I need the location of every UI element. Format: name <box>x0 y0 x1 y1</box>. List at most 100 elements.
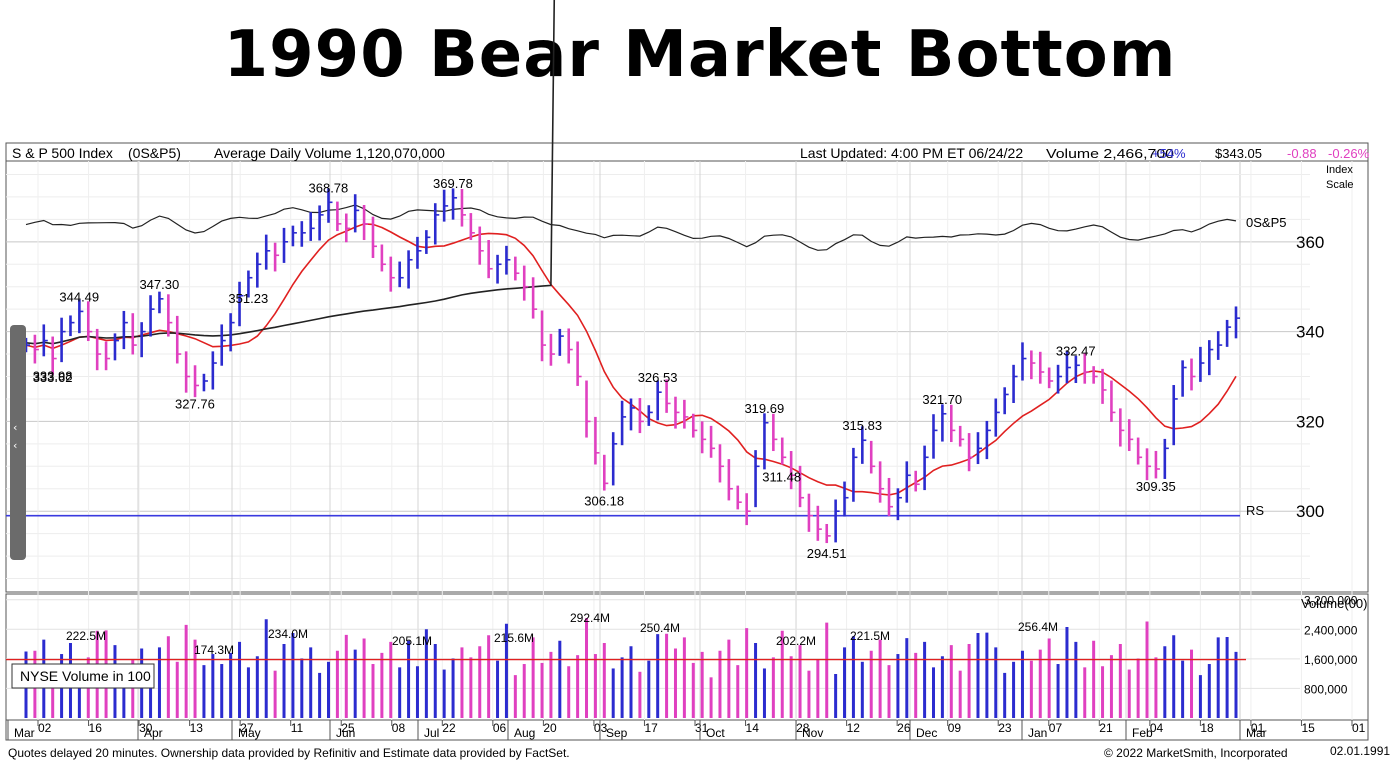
month-label: Oct <box>706 726 725 740</box>
price-annotation: 368.78 <box>309 180 349 195</box>
date-tick-label: 03 <box>594 721 608 735</box>
date-tick-label: 01 <box>1251 721 1265 735</box>
month-label: Mar <box>14 726 35 740</box>
price-grid <box>6 161 1353 720</box>
date-tick-label: 28 <box>796 721 810 735</box>
volume-annotation: 215.6M <box>494 631 534 645</box>
price-annotation: 332.47 <box>1056 343 1096 358</box>
date-tick-label: 06 <box>493 721 507 735</box>
date-tick-label: 04 <box>1150 721 1164 735</box>
price-annotation: 326.53 <box>638 370 678 385</box>
month-label: Feb <box>1132 726 1153 740</box>
price-annotation: 369.78 <box>433 176 473 191</box>
month-label: Jun <box>336 726 355 740</box>
date-tick-label: 14 <box>746 721 760 735</box>
volume-panel-frame <box>5 593 1369 721</box>
price-annotation: 311.48 <box>762 470 801 485</box>
avg-daily-volume: Average Daily Volume 1,120,070,000 <box>214 145 445 161</box>
date-tick-label: 21 <box>1099 721 1113 735</box>
header-change: -0.88 <box>1287 146 1317 161</box>
date-tick-label: 17 <box>644 721 658 735</box>
month-label: Jan <box>1028 726 1047 740</box>
date-tick-label: 27 <box>240 721 254 735</box>
volume-tick-label: 2,400,000 <box>1304 623 1358 637</box>
index-line <box>25 204 1237 251</box>
volume-tick-label: 1,600,000 <box>1304 653 1358 667</box>
price-annotation: 306.18 <box>584 493 624 508</box>
header-volume: Volume 2,466,700 <box>1046 146 1174 161</box>
footer-copyright: © 2022 MarketSmith, Incorporated <box>1104 746 1288 760</box>
symbol-name: S & P 500 Index <box>12 145 113 161</box>
header-change-pct: -0.26% <box>1328 146 1370 161</box>
price-annotation: 344.49 <box>59 289 99 304</box>
symbol-ticker: (0S&P5) <box>128 145 181 161</box>
price-annotation: 351.23 <box>228 291 268 306</box>
date-tick-label: 30 <box>139 721 153 735</box>
price-annotation: 333.62 <box>33 370 73 385</box>
date-tick-label: 18 <box>1200 721 1214 735</box>
volume-annotation: 292.4M <box>570 611 610 625</box>
date-axis: 02 16 30 13 27 11 25 08 22 06 20 03 17 31 14 28 12 26 09 23… <box>7 720 1366 740</box>
chevron-left-icon: ‹ <box>13 439 18 452</box>
index-series-label: 0S&P5 <box>1246 215 1286 230</box>
date-tick-label: 02 <box>38 721 52 735</box>
volume-legend: NYSE Volume in 100 <box>20 668 151 684</box>
price-tick-label: 300 <box>1296 502 1324 521</box>
volume-axis: 3,200,000 2,400,000 1,600,000 800,000 222.5M… <box>66 594 1358 697</box>
price-tick-label: 320 <box>1296 412 1324 431</box>
date-tick-label: 16 <box>89 721 103 735</box>
date-tick-label: 07 <box>1049 721 1063 735</box>
volume-tick-label: 3,200,000 <box>1304 594 1358 608</box>
volume-annotation: 205.1M <box>392 634 432 648</box>
price-annotation: 315.83 <box>842 418 882 433</box>
date-tick-label: 22 <box>442 721 456 735</box>
date-tick-label: 12 <box>847 721 861 735</box>
month-label: May <box>238 726 261 740</box>
date-tick-label: 26 <box>897 721 911 735</box>
footer-disclaimer: Quotes delayed 20 minutes. Ownership dat… <box>8 746 570 760</box>
price-annotations: 344.49 333.62 347.30 327.76 368.78 351.23 369.… <box>33 176 1176 561</box>
price-axis: 300 320 340 360 <box>1296 233 1324 521</box>
price-annotation: 309.35 <box>1136 479 1176 494</box>
volume-annotation: 221.5M <box>850 629 890 643</box>
volume-annotation: 250.4M <box>640 621 680 635</box>
moving-average-long <box>25 0 556 345</box>
volume-annotation: 222.5M <box>66 629 106 643</box>
last-updated: Last Updated: 4:00 PM ET 06/24/22 <box>800 145 1023 161</box>
price-tick-label: 340 <box>1296 323 1324 342</box>
price-annotation: 319.69 <box>744 401 784 416</box>
footer-date: 02.01.1991 <box>1330 744 1391 758</box>
month-label: Aug <box>514 726 535 740</box>
date-tick-label: 31 <box>695 721 709 735</box>
date-tick-label: 08 <box>392 721 406 735</box>
scale-label-scale: Scale <box>1326 179 1354 191</box>
chevron-left-icon: ‹ <box>13 421 18 434</box>
panel-scroll-handle[interactable]: ‹ ‹ <box>10 325 26 560</box>
date-tick-label: 20 <box>543 721 557 735</box>
date-axis-frame <box>5 719 1369 741</box>
date-tick-label: 13 <box>190 721 204 735</box>
header-price: $343.05 <box>1215 146 1262 161</box>
date-tick-label: 11 <box>291 721 304 735</box>
price-annotation: 333.98 <box>33 369 73 384</box>
price-annotation: 321.70 <box>922 392 962 407</box>
month-label: Mar <box>1246 726 1267 740</box>
volume-annotation: 234.0M <box>268 627 308 641</box>
month-label: Sep <box>606 726 628 740</box>
price-annotation: 327.76 <box>175 397 215 412</box>
volume-axis-title: Volume(00) <box>1301 596 1367 611</box>
volume-annotation: 256.4M <box>1018 620 1058 634</box>
date-tick-label: 15 <box>1301 721 1315 735</box>
month-label: Jul <box>424 726 439 740</box>
volume-annotation: 174.3M <box>194 643 234 657</box>
month-label: Nov <box>802 726 823 740</box>
price-bars <box>24 188 1240 544</box>
price-panel-frame <box>5 142 1369 593</box>
chart-title: 1990 Bear Market Bottom <box>223 18 1177 92</box>
rs-series-label: RS <box>1246 503 1264 518</box>
price-annotation: 294.51 <box>807 546 847 561</box>
month-label: Apr <box>144 726 163 740</box>
volume-annotation: 202.2M <box>776 634 816 648</box>
volume-legend-box <box>11 663 155 689</box>
